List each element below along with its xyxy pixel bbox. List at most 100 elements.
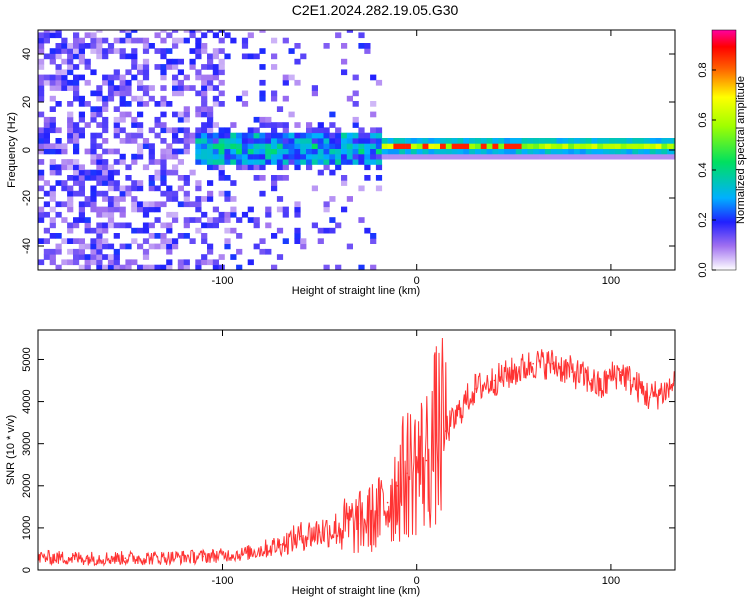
spectrogram-cell [43,37,50,44]
spectrogram-cell [102,227,109,234]
spectrogram-cell [131,95,138,102]
spectrogram-cell [125,264,132,270]
spectrogram-cell [154,132,161,139]
spectrogram-cell [294,238,301,244]
spectrogram-cell [201,196,208,202]
spectrogram-cell [96,153,103,160]
spectrogram-cell [271,132,278,139]
spectrogram-cell [294,153,301,160]
spectrogram-cell [78,248,85,255]
spectrogram-cell [73,32,80,39]
spectrogram-cell [172,148,179,155]
spectrogram-cell [189,217,196,223]
spectrogram-cell [113,254,120,260]
spectrogram-cell [160,159,167,165]
spectrogram-cell [550,143,557,149]
spectrogram-cell [282,148,289,155]
spectrogram-cell [247,159,254,165]
spectrogram-cell [335,153,342,160]
spectrogram-cell [102,106,109,112]
spectrogram-cell [90,201,97,208]
spectrogram-cell [294,79,301,86]
spectrogram-cell [393,148,400,155]
spectrogram-cell [107,222,115,229]
spectrogram-cell [207,190,214,197]
spectrogram-cell [346,132,353,139]
spectrogram-cell [55,164,62,171]
spectrogram-cell [67,64,74,70]
spectrogram-cell [265,138,272,144]
spectrogram-cell [73,148,80,155]
spectrogram-cell [253,164,260,171]
spectrogram-cell [288,143,295,149]
spectrogram-cell [78,264,85,270]
spectrogram-cell [387,138,394,144]
spectrogram-cell [603,143,610,149]
spectrogram-cell [218,254,225,260]
spectrogram-cell [55,201,62,208]
spectrogram-cell [137,206,144,213]
spectrogram-cell [61,185,68,192]
spectrogram-cell [475,153,482,160]
spectrogram-cell [137,132,144,139]
spectrogram-cell [67,159,74,165]
spectrogram-cell [475,143,482,149]
spectrogram-cell [148,206,155,213]
spectrogram-cell [463,153,470,160]
spectrogram-cell [375,175,383,181]
spectrogram-cell [306,127,313,134]
spectrogram-cell [131,122,138,128]
spectrogram-cell [335,127,342,134]
spectrogram-cell [113,201,120,208]
spectrogram-cell [346,143,353,149]
spectrogram-cell [207,148,214,155]
spectrogram-cell [323,164,330,171]
spectrogram-cell [137,127,144,134]
spectrogram-cell [38,111,45,118]
spectrogram-cell [201,254,208,260]
spectrogram-cell [137,95,144,102]
spectrogram-cell [137,69,144,76]
spectrogram-cell [131,259,138,266]
spectrogram-cell [67,227,74,234]
spectrogram-cell [43,201,50,208]
spectrogram-cell [195,138,202,144]
spectrogram-cell [509,138,517,144]
spectrogram-cell [451,148,458,155]
spectrogram-cell [265,132,272,139]
snr-data-point [454,417,457,420]
spectrogram-cell [49,48,56,54]
spectrogram-cell [294,148,301,155]
spectrogram-cell [370,153,377,160]
spectrogram-cell [323,227,330,234]
snr-data-point [425,459,428,462]
spectrogram-cell [90,132,97,139]
spectrogram-cell [358,185,365,192]
spectrogram-cell [49,217,56,223]
spectrogram-cell [241,159,249,165]
spectrogram-cell [67,164,74,171]
spectrogram-cell [515,138,522,144]
spectrogram-cell [346,159,353,165]
spectrogram-cell [370,233,377,239]
spectrogram-cell [90,238,97,244]
spectrogram-cell [113,264,120,270]
spectrogram-cell [90,248,97,255]
snr-data-point [396,485,399,487]
spectrogram-cell [119,222,126,229]
spectrogram-cell [195,48,202,54]
spectrogram-cell [195,30,202,33]
spectrogram-cell [166,243,173,250]
spectrogram-cell [626,153,633,160]
spectrogram-cell [253,153,260,160]
spectrogram-cell [113,132,120,139]
snr-x-tick-label: -100 [211,575,233,587]
spectrogram-cell [282,175,289,181]
spectrogram-cell [422,143,429,149]
spectrogram-cell [247,217,254,223]
spectrogram-cell [148,243,155,250]
spectrogram-cell [195,127,202,134]
spectrogram-cell [626,143,633,149]
spectrogram-cell [90,116,97,123]
